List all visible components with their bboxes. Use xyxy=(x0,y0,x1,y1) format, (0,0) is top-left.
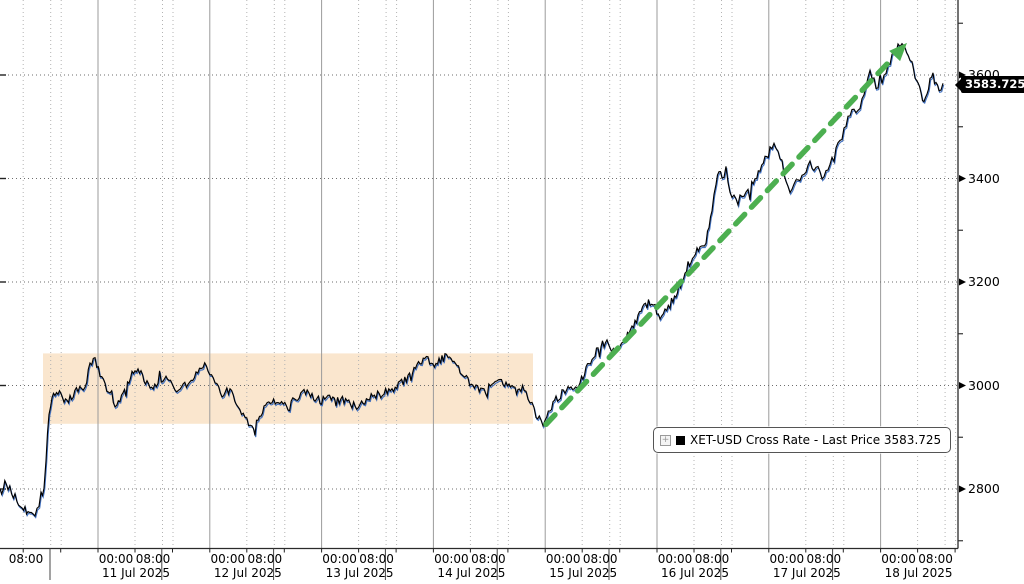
time-tick-label: 08:00 xyxy=(247,552,283,566)
last-price-tag: 3583.725 xyxy=(954,76,1024,93)
y-axis-tick-label: 3000 xyxy=(968,377,1000,393)
right-axis-arrow-marker xyxy=(959,278,966,286)
time-tick-label: 00:00 xyxy=(322,552,357,566)
time-tick-label: 00:00 xyxy=(657,552,693,566)
date-label: 15 Jul 2025 xyxy=(549,566,618,580)
date-label: 14 Jul 2025 xyxy=(437,566,506,580)
bottom-axis-ticks xyxy=(22,548,956,580)
last-price-value: 3583.725 xyxy=(965,77,1024,91)
time-tick-label: 00:00 xyxy=(769,552,805,566)
price-series-line xyxy=(0,42,944,518)
time-tick-label: 00:00 xyxy=(98,552,134,566)
horizontal-gridlines xyxy=(0,22,966,542)
time-tick-label: 08:00 xyxy=(135,552,171,566)
date-label: 18 Jul 2025 xyxy=(884,566,953,580)
right-axis-arrow-marker xyxy=(959,71,966,79)
date-label: 17 Jul 2025 xyxy=(772,566,841,580)
time-tick-label: 00:00 xyxy=(545,552,581,566)
date-label: 13 Jul 2025 xyxy=(325,566,394,580)
time-tick-label: 00:00 xyxy=(434,552,469,566)
time-tick-label: 08:00 xyxy=(806,552,842,566)
right-axis-arrow-marker xyxy=(959,485,966,493)
time-tick-label: 08:00 xyxy=(582,552,618,566)
highlight-band xyxy=(43,353,533,424)
time-tick-label: 00:00 xyxy=(210,552,246,566)
trend-arrow-line xyxy=(543,56,895,428)
y-axis-tick-label: 3400 xyxy=(968,170,1000,186)
y-axis-tick-label: 3200 xyxy=(968,273,1000,289)
series-swatch-icon xyxy=(676,435,685,445)
date-label: 12 Jul 2025 xyxy=(213,566,282,580)
time-tick-label: 08:00 xyxy=(694,552,730,566)
date-label: 16 Jul 2025 xyxy=(661,566,729,580)
time-tick-label: 08:00 xyxy=(359,552,394,566)
trend-arrow-head xyxy=(889,42,907,62)
legend-label: XET-USD Cross Rate - Last Price 3583.725 xyxy=(690,433,942,447)
date-label: 11 Jul 2025 xyxy=(102,566,170,580)
time-tick-label: 00:00 xyxy=(881,552,916,566)
time-tick-label: 08:00 xyxy=(918,552,953,566)
time-tick-label: 08:00 xyxy=(471,552,506,566)
vertical-gridlines xyxy=(22,0,957,549)
legend-expand-icon[interactable]: + xyxy=(660,434,671,446)
y-axis-tick-label: 2800 xyxy=(968,480,1000,496)
time-tick-label: 08:00 xyxy=(8,552,44,566)
right-axis-arrow-marker xyxy=(959,382,966,389)
right-axis-arrow-marker xyxy=(959,175,966,182)
series-legend[interactable]: + XET-USD Cross Rate - Last Price 3583.7… xyxy=(653,427,952,453)
